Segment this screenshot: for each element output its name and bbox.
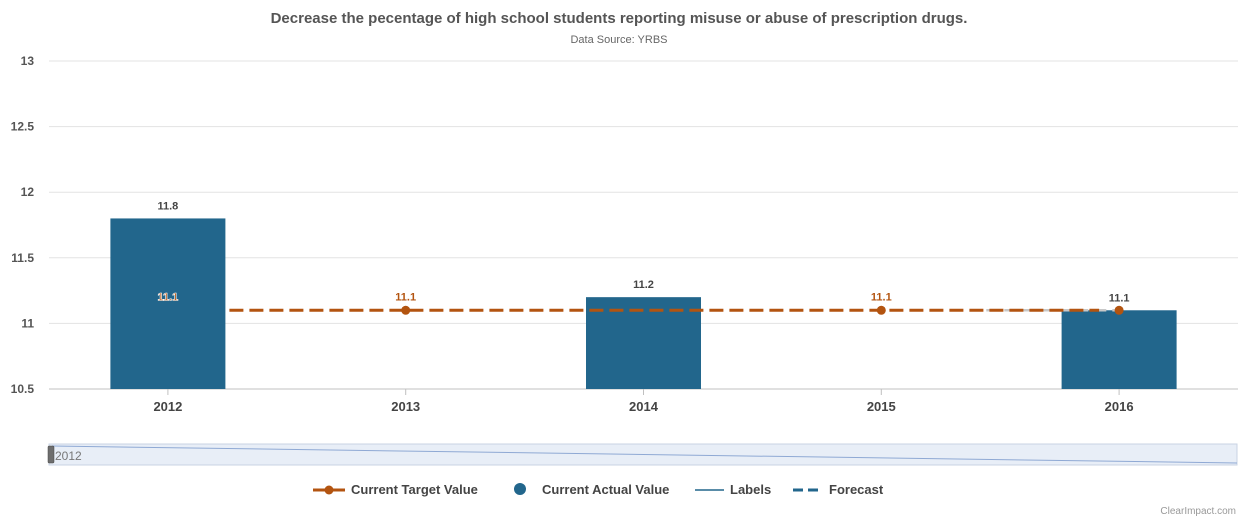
chart-title: Decrease the pecentage of high school st… [271,10,968,27]
x-tick-label: 2013 [391,399,420,414]
bar-series[interactable] [110,218,1176,389]
navigator-label: 2012 [55,449,82,463]
y-tick-label: 11.5 [11,251,34,265]
legend-item-target[interactable]: Current Target Value [313,482,478,497]
credit-link[interactable]: ClearImpact.com [1160,506,1236,517]
target-data-label: 11.1 [395,291,416,303]
legend-target-marker [325,486,334,495]
target-data-label: 11.1 [871,291,892,303]
y-tick-label: 10.5 [11,382,35,396]
target-marker[interactable] [401,306,410,315]
y-tick-label: 11 [21,316,34,330]
bar-data-label: 11.2 [633,279,654,291]
target-marker[interactable] [1115,306,1124,315]
target-data-label: 11.1 [157,291,178,303]
data-labels: 11.8 11.2 11.1 11.1 11.1 11.1 [157,200,1129,304]
bar[interactable] [110,218,225,389]
y-tick-label: 12 [21,185,35,199]
x-tick-label: 2015 [867,399,896,414]
x-axis: 2012 2013 2014 2015 2016 [153,389,1133,414]
navigator-handle[interactable] [48,446,54,463]
y-tick-label: 13 [21,54,35,68]
legend-target-label: Current Target Value [351,482,478,497]
y-axis: 10.5 11 11.5 12 12.5 13 [11,54,35,396]
legend-item-actual[interactable]: Current Actual Value [514,482,669,497]
legend-item-labels[interactable]: Labels [695,482,771,497]
chart-subtitle: Data Source: YRBS [570,34,667,46]
bar-data-label: 11.8 [157,200,178,212]
legend-actual-label: Current Actual Value [542,482,669,497]
x-tick-label: 2016 [1105,399,1134,414]
navigator[interactable]: 2012 [48,444,1237,465]
target-marker[interactable] [877,306,886,315]
bar[interactable] [1062,310,1177,389]
legend-item-forecast[interactable]: Forecast [793,482,884,497]
x-tick-label: 2014 [629,399,659,414]
y-tick-label: 12.5 [11,120,35,134]
x-tick-label: 2012 [153,399,182,414]
legend-forecast-label: Forecast [829,482,884,497]
legend: Current Target Value Current Actual Valu… [313,482,884,497]
legend-labels-label: Labels [730,482,771,497]
bar-data-label: 11.1 [1109,292,1130,304]
legend-actual-marker [514,483,526,495]
